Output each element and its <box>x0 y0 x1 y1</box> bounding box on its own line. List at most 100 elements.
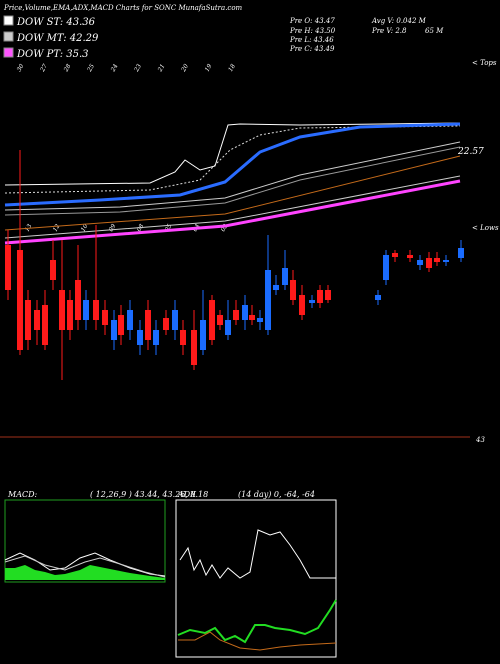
date-label: 12 <box>52 223 62 233</box>
candle-body <box>458 248 464 258</box>
date-label: 25 <box>86 63 96 74</box>
candle-body <box>407 255 413 258</box>
candle-body <box>145 310 151 340</box>
label: ( 12,26,9 ) 43.44, 43.26, 0.18 <box>90 490 208 499</box>
shape <box>4 555 166 578</box>
shape <box>4 175 461 239</box>
date-label: 20 <box>180 63 190 74</box>
candle-body <box>273 285 279 290</box>
shape <box>3 47 14 58</box>
candle-body <box>42 305 48 345</box>
label: Price,Volume,EMA,ADX,MACD Charts for SON… <box>3 4 243 12</box>
candle-body <box>242 305 248 320</box>
candle-body <box>153 330 159 345</box>
candle-body <box>383 255 389 280</box>
candle-body <box>443 260 449 262</box>
label: Pre L: 43.46 <box>289 36 334 44</box>
candle-body <box>50 260 56 280</box>
candle-body <box>75 280 81 320</box>
candle-body <box>249 315 255 320</box>
date-label: 10 <box>80 223 90 233</box>
candle-body <box>93 300 99 320</box>
date-label: 23 <box>133 63 143 74</box>
label: Pre H: 43.50 <box>289 27 336 35</box>
candle-body <box>137 330 143 345</box>
shape <box>4 141 461 211</box>
candle-body <box>191 330 197 365</box>
date-label: 18 <box>227 63 237 73</box>
candle-body <box>172 310 178 330</box>
shape <box>5 150 464 380</box>
label: < Tops <box>472 59 497 67</box>
shape: 30 27 28 25 24 23 21 20 19 18 <box>16 63 237 74</box>
candle-body <box>434 258 440 262</box>
label: < Lows <box>472 224 499 232</box>
candle-body <box>127 310 133 330</box>
candle-body <box>34 310 40 330</box>
candle-body <box>163 318 169 330</box>
candle-body <box>417 260 423 265</box>
label: 43 <box>475 436 485 444</box>
date-label: 09 <box>108 223 118 233</box>
label: DOW MT: 42.29 <box>16 33 99 44</box>
shape <box>179 529 336 579</box>
candle-body <box>5 245 11 290</box>
candle-body <box>257 318 263 322</box>
candle-body <box>299 295 305 315</box>
date-label: 19 <box>204 63 214 73</box>
date-label: 03 <box>220 223 230 233</box>
label: DOW PT: 35.3 <box>16 49 89 60</box>
shape <box>4 552 166 577</box>
shape <box>4 179 461 245</box>
candle-body <box>265 270 271 330</box>
shape <box>175 499 337 658</box>
date-label: 27 <box>39 63 49 74</box>
candle-body <box>59 290 65 330</box>
label: (14 day) 0, -64, -64 <box>238 490 315 499</box>
shape <box>178 631 337 651</box>
shape <box>177 599 337 644</box>
candle-body <box>317 290 323 303</box>
label: Pre C: 43.49 <box>289 45 335 53</box>
shape <box>4 155 461 231</box>
label: Pre V: 2.8 <box>371 27 407 35</box>
shape <box>5 565 165 580</box>
shape <box>4 146 461 216</box>
candle-body <box>290 280 296 300</box>
shape <box>4 125 461 194</box>
candle-body <box>392 253 398 257</box>
date-label: 24 <box>109 63 119 74</box>
candle-body <box>118 315 124 335</box>
candle-body <box>25 300 31 340</box>
shape <box>4 122 461 207</box>
date-label: 30 <box>16 63 26 73</box>
label: MACD: <box>7 490 38 499</box>
date-label: 28 <box>62 63 72 74</box>
label: 22.57 <box>457 147 484 157</box>
date-label: 05 <box>164 223 174 233</box>
date-label: 21 <box>156 63 166 74</box>
candle-body <box>375 295 381 300</box>
candle-body <box>200 320 206 350</box>
candle-body <box>67 300 73 330</box>
candle-body <box>111 320 117 340</box>
label: 65 M <box>425 27 444 35</box>
candle-body <box>17 250 23 350</box>
shape <box>3 31 14 42</box>
candle-body <box>83 300 89 320</box>
label: Avg V: 0.042 M <box>371 17 427 25</box>
candle-body <box>282 268 288 285</box>
candle-body <box>225 320 231 335</box>
shape <box>4 122 461 186</box>
label: DOW ST: 43.36 <box>16 17 96 28</box>
candle-body <box>209 300 215 340</box>
shape <box>3 15 14 26</box>
candle-body <box>325 290 331 300</box>
candle-body <box>233 310 239 320</box>
label: Pre O: 43.47 <box>289 17 335 25</box>
candle-body <box>102 310 108 325</box>
candle-body <box>180 330 186 345</box>
